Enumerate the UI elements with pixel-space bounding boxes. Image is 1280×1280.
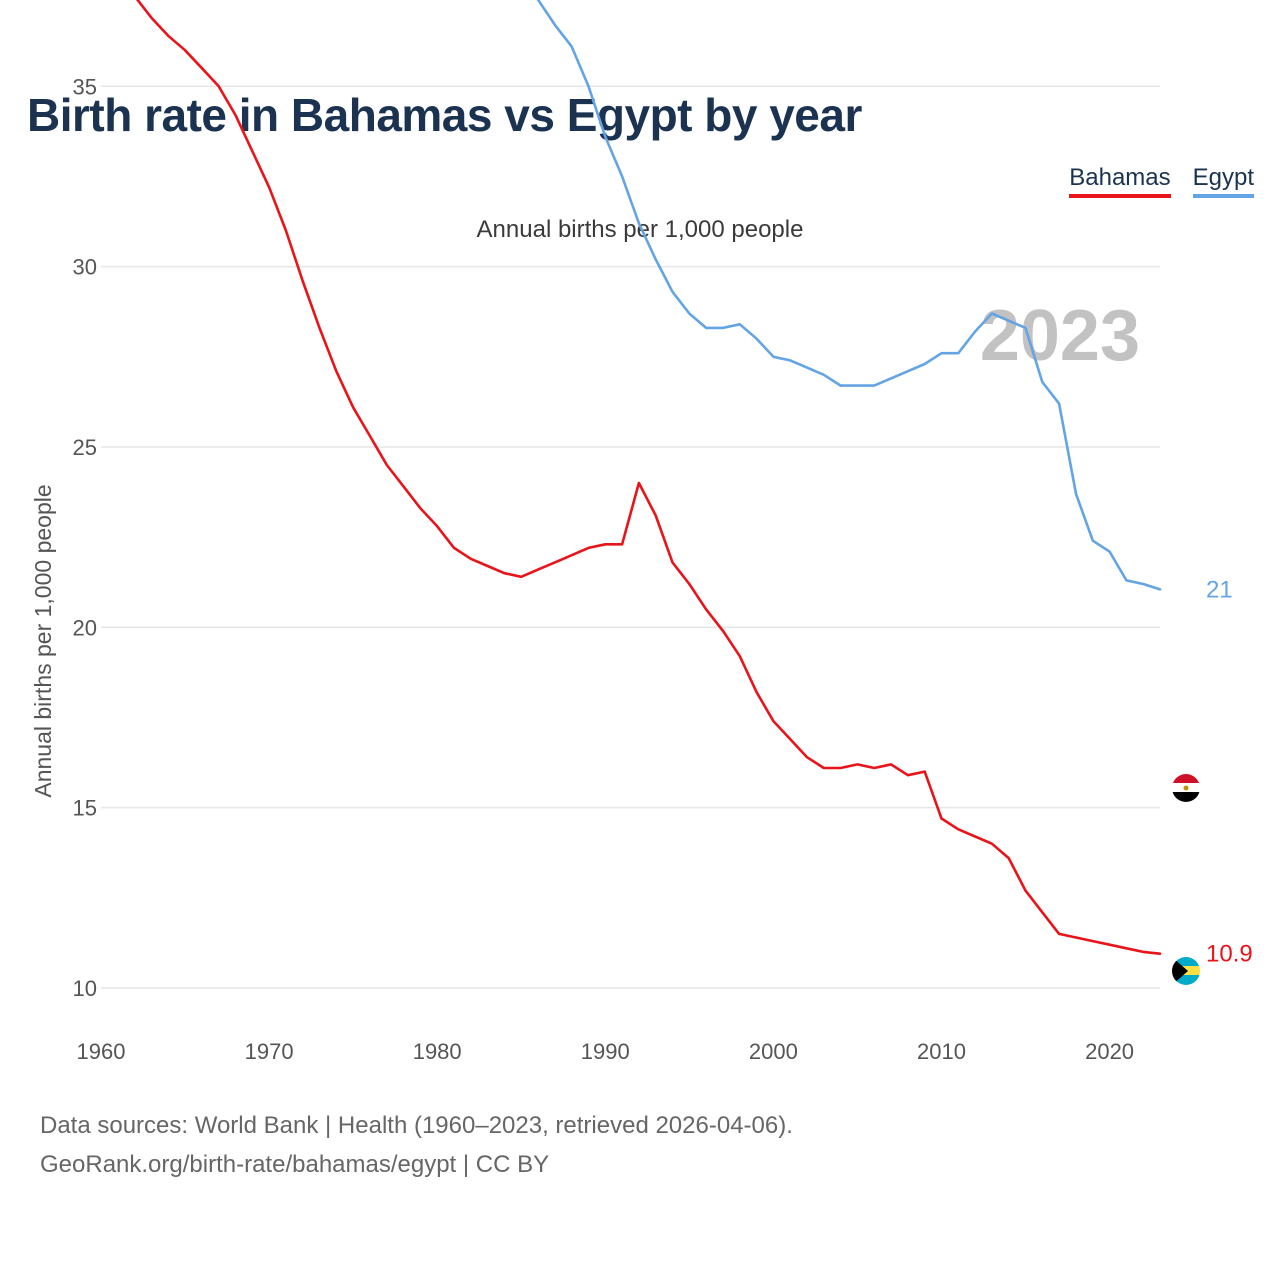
y-tick-label-20: 20 [73, 615, 97, 640]
series-line-egypt [536, 0, 1162, 591]
legend-item-egypt[interactable]: Egypt [1192, 164, 1254, 198]
x-axis-ticks: 1960 1970 1980 1990 2000 2010 2020 [77, 1039, 1135, 1064]
end-label-bahamas: 10.9 [1206, 941, 1253, 968]
end-label-egypt: 21 [1206, 576, 1233, 603]
y-tick-label-35: 35 [73, 74, 97, 99]
chart-title: Birth rate in Bahamas vs Egypt by year [27, 89, 862, 141]
y-axis-ticks: 1015202530354045 [73, 74, 97, 1001]
x-tick-label-1960: 1960 [77, 1039, 126, 1064]
y-tick-label-15: 15 [73, 796, 97, 821]
legend: Bahamas Egypt [1069, 164, 1254, 198]
line-chart: 1015202530354045 19601970198019902000201… [30, 0, 1253, 1064]
x-tick-label-2000: 2000 [749, 1039, 798, 1064]
end-labels: 10.9 21 [1206, 576, 1253, 967]
footer-link[interactable]: GeoRank.org/birth-rate/bahamas/egypt | C… [40, 1151, 550, 1178]
footer-sources: Data sources: World Bank | Health (1960–… [40, 1112, 793, 1139]
chart-subtitle: Annual births per 1,000 people [476, 216, 804, 243]
y-tick-label-25: 25 [73, 435, 97, 460]
y-tick-label-10: 10 [73, 976, 97, 1001]
y-axis-label: Annual births per 1,000 people [30, 484, 56, 797]
legend-item-bahamas[interactable]: Bahamas [1069, 164, 1171, 198]
series-line-bahamas [135, 0, 1162, 956]
x-tick-label-2010: 2010 [917, 1039, 966, 1064]
x-tick-label-1990: 1990 [581, 1039, 630, 1064]
series-lines [135, 0, 1162, 956]
y-tick-label-30: 30 [73, 255, 97, 280]
egypt-flag-icon [1172, 774, 1200, 802]
gridlines [101, 85, 1160, 989]
bahamas-flag-icon [1172, 957, 1200, 985]
footer: Data sources: World Bank | Health (1960–… [40, 1106, 793, 1184]
year-watermark: 2023 [980, 296, 1140, 376]
x-tick-label-1980: 1980 [413, 1039, 462, 1064]
x-tick-label-2020: 2020 [1085, 1039, 1134, 1064]
x-tick-label-1970: 1970 [245, 1039, 294, 1064]
